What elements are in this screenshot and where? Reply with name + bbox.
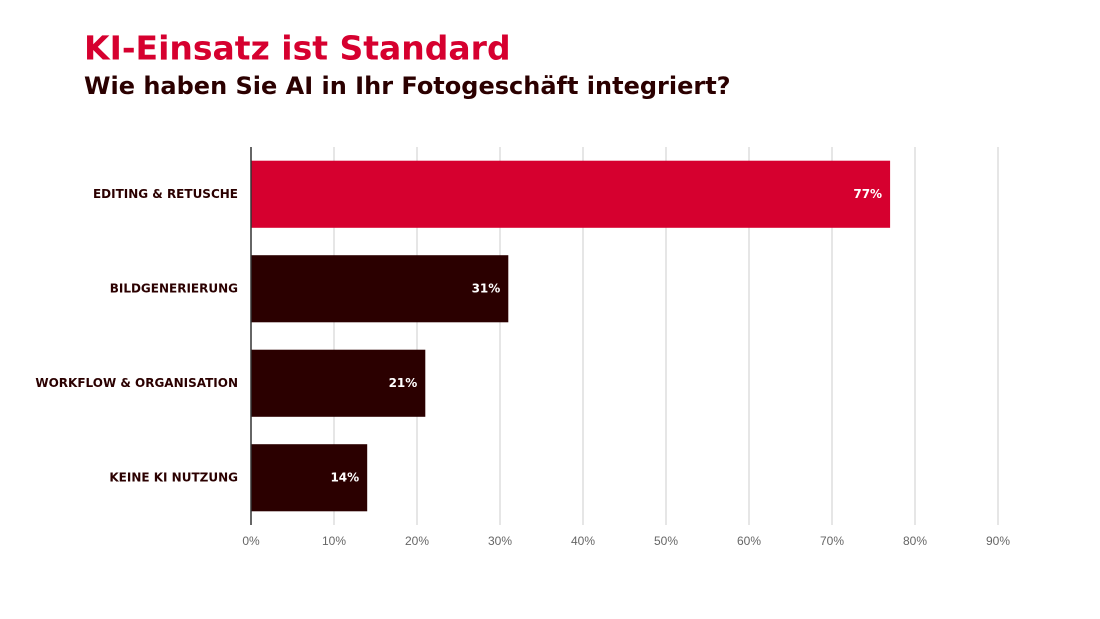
- x-tick-label: 40%: [571, 534, 595, 548]
- chart-title: KI-Einsatz ist Standard: [84, 29, 511, 68]
- x-tick-label: 70%: [820, 534, 844, 548]
- value-label: 21%: [389, 376, 418, 390]
- bar: [251, 349, 426, 417]
- y-tick-label: BILDGENERIERUNG: [110, 281, 238, 295]
- bar: [251, 255, 509, 323]
- chart-subtitle: Wie haben Sie AI in Ihr Fotogeschäft int…: [84, 72, 731, 100]
- x-tick-label: 50%: [654, 534, 678, 548]
- x-tick-label: 10%: [322, 534, 346, 548]
- y-tick-label: KEINE KI NUTZUNG: [109, 470, 238, 484]
- x-tick-label: 0%: [242, 534, 260, 548]
- bar: [251, 444, 368, 512]
- x-tick-label: 20%: [405, 534, 429, 548]
- y-tick-label: WORKFLOW & ORGANISATION: [35, 376, 238, 390]
- y-tick-label: EDITING & RETUSCHE: [93, 187, 238, 201]
- x-tick-label: 60%: [737, 534, 761, 548]
- value-label: 31%: [472, 281, 501, 295]
- x-tick-label: 90%: [986, 534, 1010, 548]
- bar: [251, 160, 891, 228]
- value-label: 77%: [853, 187, 882, 201]
- value-label: 14%: [330, 470, 359, 484]
- x-tick-label: 30%: [488, 534, 512, 548]
- x-tick-label: 80%: [903, 534, 927, 548]
